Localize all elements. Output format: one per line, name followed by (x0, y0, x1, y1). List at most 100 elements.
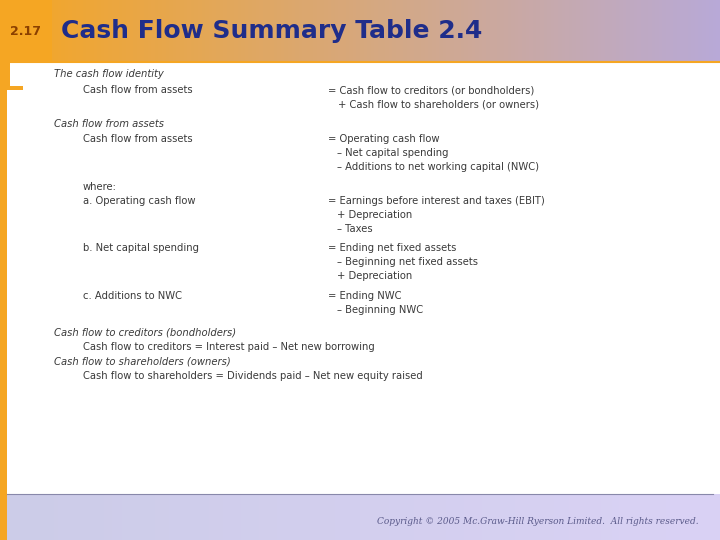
Bar (479, 0, 483, 62)
Bar (86, 494, 91, 540)
Bar (119, 0, 123, 62)
Bar (58, 494, 62, 540)
Bar (252, 0, 256, 62)
Bar (526, 0, 530, 62)
Bar (641, 0, 645, 62)
Bar (220, 0, 224, 62)
Bar (515, 494, 519, 540)
Bar (360, 0, 364, 62)
Bar (626, 0, 631, 62)
Bar (90, 0, 94, 62)
Bar (205, 494, 210, 540)
Bar (670, 494, 674, 540)
Bar (191, 0, 195, 62)
Bar (461, 494, 465, 540)
Bar (403, 0, 408, 62)
Bar (396, 0, 400, 62)
Bar (259, 0, 264, 62)
Text: – Additions to net working capital (NWC): – Additions to net working capital (NWC) (337, 163, 539, 172)
Bar (346, 494, 350, 540)
Bar (7, 0, 12, 62)
Bar (695, 494, 699, 540)
Bar (18, 494, 22, 540)
Bar (468, 0, 472, 62)
Bar (684, 494, 688, 540)
Bar (18, 0, 22, 62)
Bar (266, 0, 271, 62)
Bar (158, 494, 163, 540)
Bar (299, 494, 303, 540)
Bar (245, 0, 249, 62)
Bar (263, 0, 267, 62)
Bar (626, 494, 631, 540)
Bar (709, 494, 714, 540)
Bar (50, 494, 55, 540)
Bar (691, 0, 696, 62)
Bar (22, 0, 26, 62)
Bar (508, 494, 512, 540)
Bar (472, 494, 476, 540)
Bar (238, 494, 242, 540)
Bar (122, 494, 127, 540)
Bar (691, 494, 696, 540)
Bar (22, 494, 26, 540)
Bar (378, 494, 382, 540)
Bar (382, 494, 386, 540)
Bar (353, 0, 357, 62)
Bar (270, 494, 274, 540)
Bar (140, 494, 145, 540)
Bar (331, 494, 336, 540)
Bar (475, 0, 480, 62)
Bar (709, 0, 714, 62)
Bar (432, 494, 436, 540)
Bar (313, 494, 318, 540)
Bar (407, 494, 411, 540)
Bar (328, 494, 332, 540)
Bar (511, 0, 516, 62)
Bar (54, 0, 58, 62)
Bar (0, 62, 720, 494)
Bar (457, 494, 462, 540)
Bar (122, 0, 127, 62)
Bar (356, 494, 361, 540)
Text: where:: where: (83, 182, 117, 192)
Bar (371, 0, 375, 62)
Bar (436, 0, 440, 62)
Bar (425, 494, 429, 540)
Bar (554, 0, 559, 62)
Bar (274, 494, 278, 540)
Bar (104, 494, 109, 540)
Bar (47, 0, 51, 62)
Bar (223, 0, 228, 62)
Bar (461, 0, 465, 62)
Bar (533, 494, 537, 540)
Text: Cash flow from assets: Cash flow from assets (83, 85, 192, 95)
Bar (302, 494, 307, 540)
Bar (79, 494, 84, 540)
Bar (688, 494, 692, 540)
Bar (166, 494, 170, 540)
Bar (346, 0, 350, 62)
Bar (518, 0, 523, 62)
Bar (493, 0, 498, 62)
Bar (486, 0, 490, 62)
Bar (439, 494, 444, 540)
Bar (590, 494, 595, 540)
Bar (7, 62, 10, 90)
Bar (79, 0, 84, 62)
Bar (641, 494, 645, 540)
Bar (86, 0, 91, 62)
Bar (97, 0, 102, 62)
Bar (284, 494, 289, 540)
Bar (634, 494, 638, 540)
Bar (7, 86, 23, 90)
Bar (619, 494, 624, 540)
Bar (32, 0, 37, 62)
Bar (662, 0, 667, 62)
Bar (274, 0, 278, 62)
Bar (634, 0, 638, 62)
Text: + Cash flow to shareholders (or owners): + Cash flow to shareholders (or owners) (338, 99, 539, 109)
Bar (277, 0, 282, 62)
Bar (169, 494, 174, 540)
Bar (148, 494, 152, 540)
